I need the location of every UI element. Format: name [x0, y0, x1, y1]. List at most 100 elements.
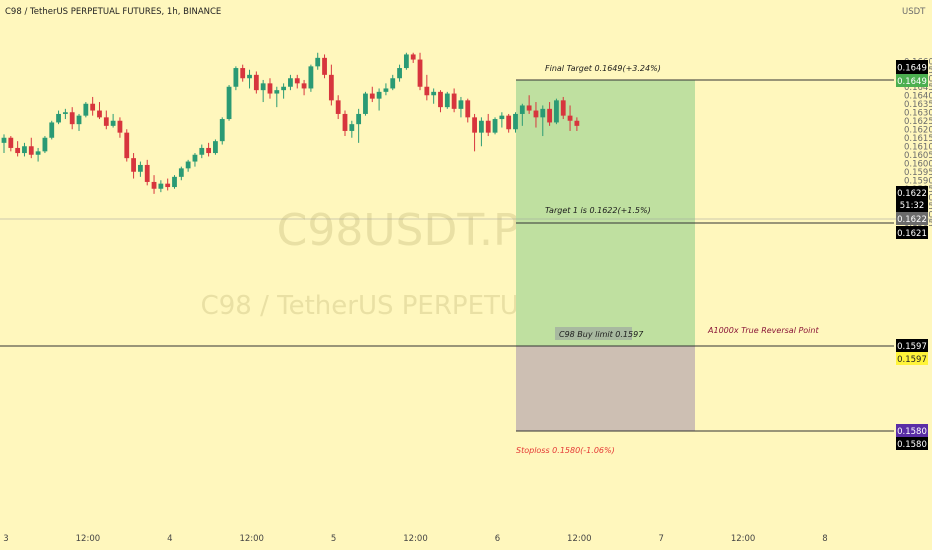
candle-body — [438, 91, 443, 108]
candle — [56, 110, 61, 125]
target-box-tag-bg — [896, 74, 928, 87]
candle-body — [247, 74, 252, 79]
price-tick-label: 0.1595 — [904, 168, 932, 178]
candle — [554, 98, 559, 125]
candle — [213, 139, 218, 155]
target1-line-tag-bg — [896, 226, 928, 239]
candle — [540, 105, 546, 137]
candle-body — [15, 147, 21, 154]
candle-body — [124, 132, 130, 159]
profit-zone[interactable] — [516, 80, 695, 346]
candle — [97, 102, 102, 120]
candle — [226, 85, 232, 121]
candle — [492, 117, 498, 135]
stop-line-tag-bg — [896, 437, 928, 450]
candle — [219, 117, 225, 145]
candle-body — [376, 91, 382, 99]
price-tick-label: 0.1590 — [904, 176, 932, 186]
candle-body — [485, 120, 491, 133]
candle-body — [49, 122, 55, 138]
candle — [185, 159, 191, 172]
candle — [424, 74, 430, 101]
candle-body — [465, 100, 471, 118]
entry-line-tag-bg — [896, 339, 928, 352]
candle-body — [42, 137, 48, 152]
candle — [335, 95, 341, 120]
candle-body — [288, 78, 293, 87]
candle — [403, 52, 409, 70]
candle-body — [342, 113, 348, 131]
candle — [519, 103, 525, 126]
entry-box-tag: 0.1597 — [897, 355, 927, 365]
candle — [253, 71, 259, 94]
crosshair-price-tag: 0.1622 — [897, 215, 927, 225]
candle-body — [335, 100, 341, 114]
candle-body — [363, 93, 368, 114]
candle — [69, 107, 75, 130]
candle-body — [397, 68, 402, 79]
candle — [485, 113, 491, 137]
time-tick-label: 8 — [822, 534, 827, 544]
candle — [301, 79, 307, 96]
candle-body — [274, 90, 280, 94]
candle — [233, 66, 239, 91]
candle-body — [547, 108, 552, 123]
candle — [103, 110, 109, 130]
candle — [1, 134, 7, 154]
reversal-label: A1000x True Reversal Point — [707, 326, 819, 335]
candle — [560, 96, 566, 120]
time-tick-label: 3 — [3, 534, 8, 544]
candle — [131, 153, 136, 179]
candle — [165, 178, 171, 191]
candle — [151, 175, 157, 194]
candle-body — [206, 147, 211, 154]
loss-zone[interactable] — [516, 346, 695, 431]
price-tick-label: 0.1630 — [904, 108, 932, 118]
candle-body — [301, 83, 307, 89]
time-tick-label: 12:00 — [239, 534, 264, 544]
candle — [547, 102, 552, 126]
time-scale[interactable]: 3 12:00 4 12:00 5 12:00 6 12:00 7 12:00 8 — [3, 534, 827, 544]
target-line-tag-bg — [896, 60, 928, 74]
candle — [260, 79, 266, 103]
candle-body — [403, 54, 409, 69]
currency-label: USDT — [902, 7, 926, 17]
candle — [294, 74, 300, 89]
entry-line-tag: 0.1597 — [897, 342, 927, 352]
candle — [506, 113, 512, 133]
candle-body — [260, 83, 266, 91]
candle-body — [178, 168, 184, 177]
candle-body — [458, 100, 464, 109]
time-tick-label: 5 — [331, 534, 336, 544]
candle-body — [233, 68, 239, 87]
stop-line-tag: 0.1580 — [897, 440, 927, 450]
candle-body — [267, 83, 273, 94]
candle-body — [472, 117, 477, 133]
candle — [499, 112, 505, 128]
candle-body — [356, 113, 362, 125]
time-tick-label: 12:00 — [403, 534, 428, 544]
time-tick-label: 6 — [495, 534, 500, 544]
candle-body — [158, 183, 164, 189]
candle-body — [322, 57, 327, 75]
candle — [274, 86, 280, 108]
candle-body — [69, 112, 75, 125]
candle-body — [383, 88, 389, 92]
candle — [28, 137, 34, 159]
buy-limit-label: C98 Buy limit 0.1597 — [559, 330, 644, 339]
candle-body — [151, 181, 157, 189]
candle — [35, 147, 41, 162]
stoploss-label: Stoploss 0.1580(-1.06%) — [516, 446, 615, 455]
time-tick-label: 4 — [167, 534, 172, 544]
candle-body — [567, 115, 573, 121]
candle-body — [76, 115, 82, 125]
candle-body — [410, 54, 416, 60]
candle — [533, 102, 539, 128]
candle-body — [281, 86, 287, 91]
target1-line-tag: 0.1621 — [897, 229, 927, 239]
candle-body — [417, 59, 423, 87]
candle — [138, 161, 143, 177]
candle-body — [172, 176, 177, 188]
candle-body — [424, 86, 430, 96]
